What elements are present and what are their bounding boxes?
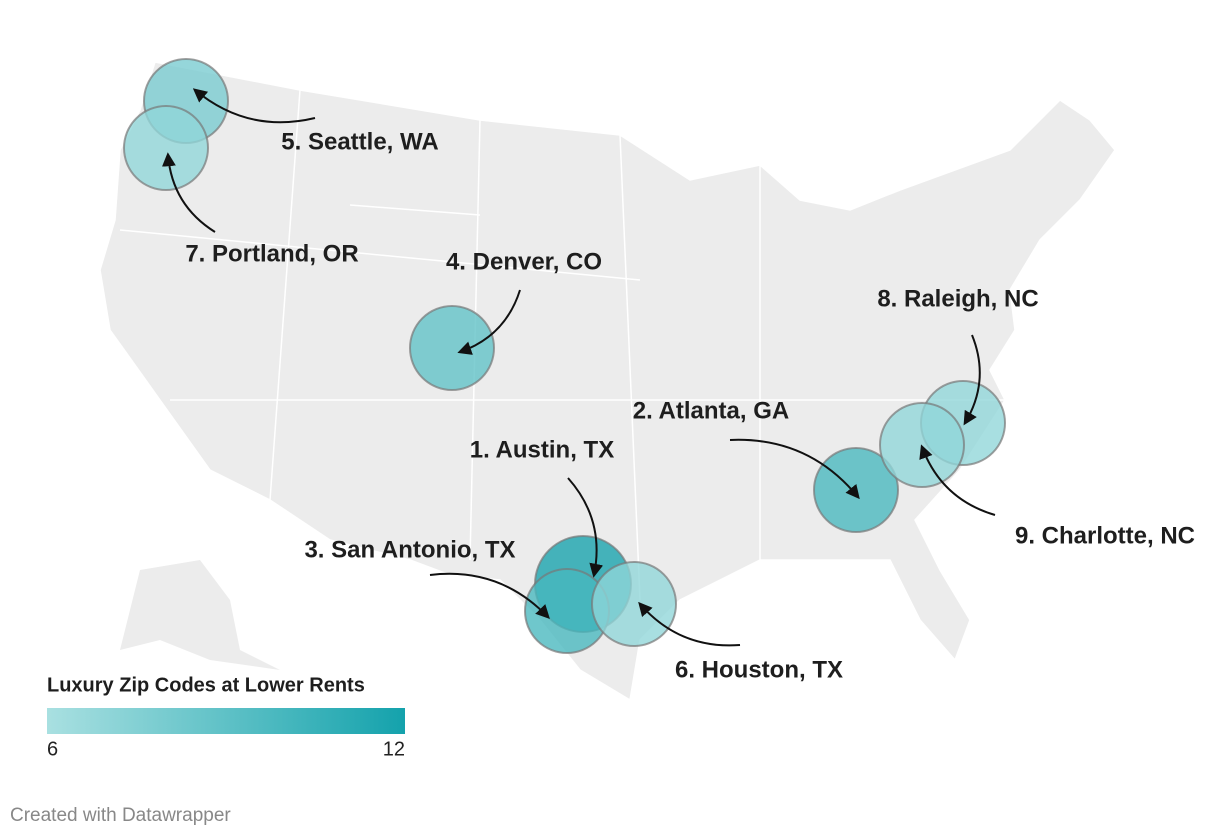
- footer: Created with Datawrapper: [10, 805, 231, 826]
- legend-title: Luxury Zip Codes at Lower Rents: [47, 674, 365, 696]
- labels: 1. Austin, TX 2. Atlanta, GA 3. San Antoni…: [161, 88, 1195, 683]
- bubble-label: 1. Austin, TX: [470, 436, 614, 463]
- arrow: [192, 88, 316, 124]
- legend-gradient: [47, 708, 405, 734]
- bubble-label: 5. Seattle, WA: [281, 128, 438, 155]
- bubble-label: 2. Atlanta, GA: [633, 397, 789, 424]
- arrow: [567, 477, 604, 578]
- arrow: [429, 572, 550, 620]
- bubble-label: 7. Portland, OR: [185, 240, 358, 267]
- alaska-outline: [120, 560, 280, 670]
- bubble-label: 3. San Antonio, TX: [304, 536, 515, 563]
- bubble: [409, 305, 495, 391]
- us-outline: [99, 61, 1116, 702]
- bubble-label: 9. Charlotte, NC: [1015, 522, 1195, 549]
- bubble: [879, 402, 965, 488]
- bubble: [591, 561, 677, 647]
- bubble-label: 8. Raleigh, NC: [877, 285, 1038, 312]
- bubbles: [123, 58, 1006, 654]
- bubble-label: 6. Houston, TX: [675, 656, 843, 683]
- bubble: [123, 105, 209, 191]
- arrow: [457, 289, 521, 355]
- arrow: [729, 438, 860, 500]
- bubble-label: 4. Denver, CO: [446, 248, 602, 275]
- arrow: [963, 334, 981, 426]
- arrow: [638, 601, 741, 647]
- legend-tick-label: 12: [383, 738, 405, 760]
- legend-tick-label: 6: [47, 738, 58, 760]
- arrow: [919, 444, 996, 516]
- arrow: [161, 152, 216, 233]
